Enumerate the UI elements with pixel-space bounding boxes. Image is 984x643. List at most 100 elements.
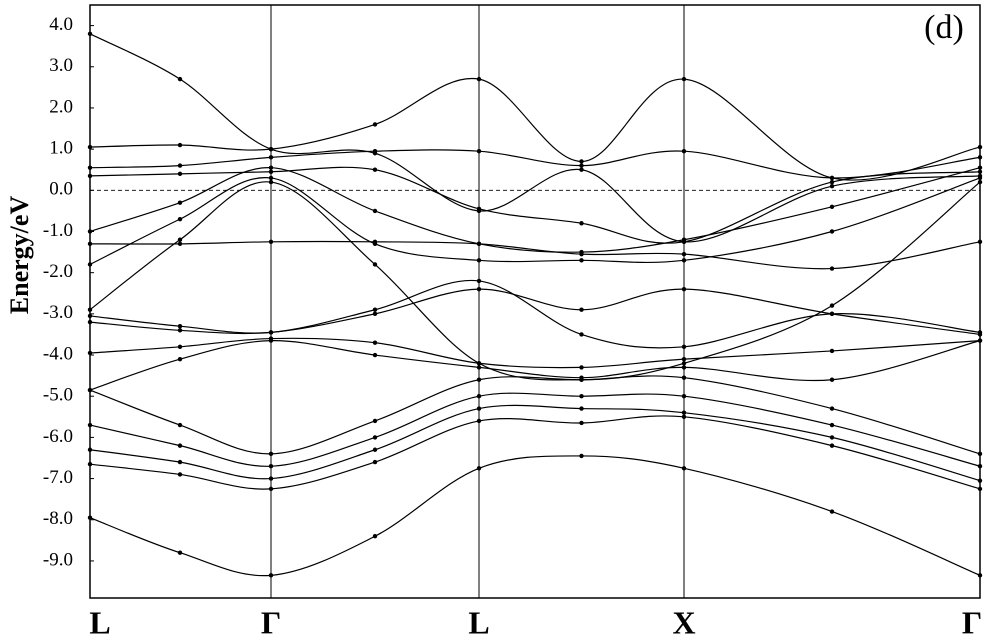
band-point [177,459,183,465]
band-point [977,165,983,170]
band-point [829,377,835,382]
band-point [829,175,835,181]
band-point [579,307,584,312]
band-point [87,350,93,356]
band-point [829,406,835,411]
band-point [829,303,835,308]
band-point [829,348,835,354]
band-point [476,466,482,471]
y-tick-label: 2.0 [49,96,73,117]
x-tick-label: L [89,604,110,640]
band-point [268,155,274,160]
band-point [268,146,274,152]
band-line [89,340,981,391]
band-point [977,486,983,492]
band-point [177,324,183,329]
band-point [681,410,687,415]
band-line [89,455,981,577]
band-line [89,240,981,270]
band-point [681,361,687,366]
band-point [977,451,983,457]
band-line [89,177,981,265]
band-point [87,307,93,312]
band-point [372,418,378,424]
band-point [579,332,584,337]
band-line [89,167,981,253]
y-tick-label: -6.0 [43,426,73,447]
band-line [89,375,981,455]
band-point [681,356,687,362]
band-point [476,365,482,370]
band-point [681,365,687,370]
band-point [268,165,274,170]
y-tick-label: -8.0 [43,508,73,529]
band-point [476,361,482,366]
band-point [372,459,378,465]
band-point [977,169,983,174]
band-point [476,418,482,424]
band-point [829,443,835,448]
band-point [829,179,835,185]
band-point [476,286,482,292]
band-point [177,241,183,247]
band-point [87,144,93,150]
y-tick-label: 4.0 [49,14,73,35]
band-point [372,239,378,244]
band-point [579,394,584,399]
band-point [268,239,274,244]
band-point [87,229,93,234]
band-point [476,148,482,154]
band-point [977,338,983,343]
band-point [579,167,584,172]
band-point [372,151,378,156]
band-point [177,200,183,205]
band-line [89,392,981,467]
band-point [681,414,687,420]
band-point [829,183,835,189]
band-point [977,330,983,335]
band-point [681,466,687,471]
band-point [177,171,183,177]
x-tick-label: Γ [962,604,982,640]
band-point [829,509,835,514]
band-point [476,377,482,382]
band-point [177,443,183,448]
band-point [681,239,687,244]
band-point [87,313,93,319]
band-line [89,415,981,490]
band-line [89,166,981,244]
band-point [372,352,378,358]
band-point [372,307,378,312]
band-point [87,319,93,325]
band-point [977,173,983,179]
band-point [87,447,93,452]
band-point [681,251,687,257]
band-point [476,208,482,214]
band-point [829,229,835,234]
x-tick-label: L [468,604,489,640]
y-tick-label: -3.0 [43,302,73,323]
band-point [829,266,835,271]
band-point [372,340,378,345]
band-point [177,344,183,349]
band-point [681,394,687,399]
y-tick-label: 0.0 [49,179,73,200]
band-point [372,435,378,440]
y-tick-label: -1.0 [43,220,73,241]
band-line [89,149,981,179]
band-point [977,155,983,160]
band-point [87,461,93,467]
x-tick-label: Γ [261,604,281,640]
band-point [476,258,482,263]
band-point [268,179,274,185]
band-line [89,77,981,181]
band-point [268,451,274,457]
band-point [681,76,687,82]
band-point [177,76,183,82]
band-line [89,337,981,369]
band-point [476,278,482,284]
band-point [268,476,274,481]
band-point [681,286,687,292]
band-point [476,76,482,82]
band-point [87,262,93,267]
